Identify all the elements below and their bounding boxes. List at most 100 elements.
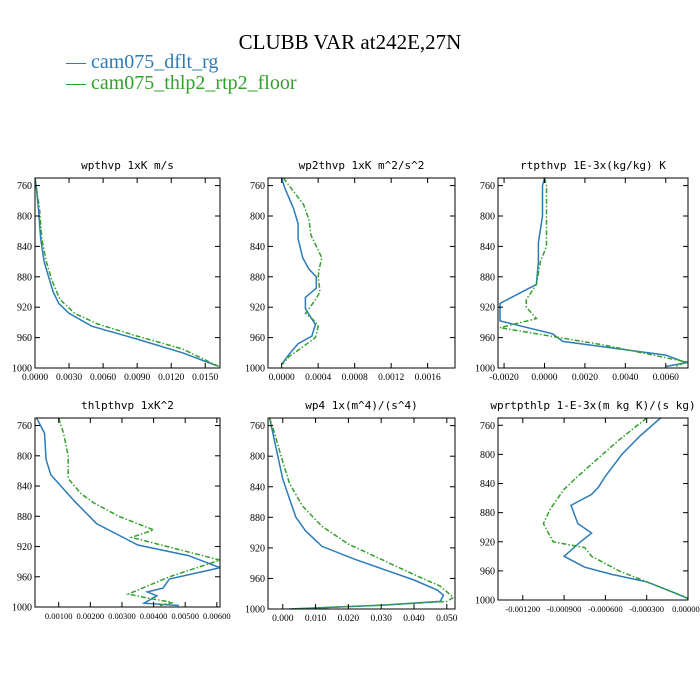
x-tick-label: 0.0150 xyxy=(192,373,218,383)
y-tick-label: 920 xyxy=(17,542,32,553)
y-tick-label: 1000 xyxy=(475,596,495,607)
y-tick-label: 880 xyxy=(250,513,265,524)
y-tick-label: 1000 xyxy=(475,364,495,375)
y-tick-label: 760 xyxy=(250,181,265,192)
x-tick-label: 0.0000 xyxy=(531,373,557,383)
x-tick-label: 0.050 xyxy=(436,614,458,624)
panel-4: thlpthvp 1xK^2 760 800 840 880 920 960 1000 0.00… xyxy=(12,399,231,621)
y-tick-label: 1000 xyxy=(12,603,32,614)
y-tick-label: 920 xyxy=(17,303,32,314)
x-tick-label: 0.00400 xyxy=(140,611,168,621)
y-tick-label: 920 xyxy=(250,303,265,314)
x-tick-label: 0.0000 xyxy=(22,373,48,383)
y-tick-label: 880 xyxy=(17,512,32,523)
y-tick-label: 920 xyxy=(480,537,495,548)
series-line-2 xyxy=(57,418,220,607)
x-tick-label: 0.0020 xyxy=(572,373,598,383)
x-tick-label: 0.0004 xyxy=(305,373,331,383)
y-tick-label: 960 xyxy=(17,572,32,583)
series-line-1 xyxy=(280,178,318,365)
plot-frame xyxy=(497,177,689,369)
y-tick-label: 760 xyxy=(17,181,32,192)
series-line-2 xyxy=(35,178,220,368)
y-tick-label: 840 xyxy=(17,242,32,253)
x-tick-label: 0.00600 xyxy=(203,611,231,621)
y-tick-label: 960 xyxy=(250,333,265,344)
plot-frame xyxy=(267,417,456,610)
x-tick-label: 0.000 xyxy=(272,614,294,624)
y-tick-label: 800 xyxy=(17,212,32,223)
y-tick-label: 840 xyxy=(480,479,495,490)
legend-entry-dflt: — cam075_dflt_rg xyxy=(66,51,219,73)
series-line-2 xyxy=(282,178,323,365)
y-tick-label: 960 xyxy=(480,333,495,344)
y-tick-label: 840 xyxy=(250,242,265,253)
y-tick-label: 760 xyxy=(17,421,32,432)
y-tick-label: 960 xyxy=(480,566,495,577)
y-tick-label: 840 xyxy=(17,482,32,493)
y-tick-label: 800 xyxy=(480,212,495,223)
x-tick-label: 0.00500 xyxy=(171,611,199,621)
x-tick-label: 0.020 xyxy=(338,614,360,624)
y-tick-label: 800 xyxy=(250,212,265,223)
series-line-2 xyxy=(499,178,688,368)
panel-3: rtpthvp 1E-3x(kg/kg) K 760 800 840 880 920 960… xyxy=(475,159,689,383)
panel-1: wpthvp 1xK m/s76080084088092096010000.00… xyxy=(12,159,221,383)
y-tick-label: 920 xyxy=(480,303,495,314)
y-tick-label: 840 xyxy=(480,242,495,253)
x-tick-label: 0.0000 xyxy=(269,373,295,383)
x-tick-label: -0.001200 xyxy=(505,604,540,614)
series-line-1 xyxy=(268,418,445,609)
y-tick-label: 880 xyxy=(17,272,32,283)
x-tick-label: -0.000900 xyxy=(547,604,582,614)
x-tick-label: 0.0120 xyxy=(158,373,184,383)
plot-frame xyxy=(34,177,221,369)
series-line-1 xyxy=(499,178,688,368)
y-tick-label: 760 xyxy=(480,181,495,192)
x-tick-label: 0.0040 xyxy=(612,373,638,383)
figure-title: CLUBB VAR at242E,27N xyxy=(238,30,462,54)
y-tick-label: 960 xyxy=(250,574,265,585)
y-tick-label: 960 xyxy=(17,333,32,344)
series-line-2 xyxy=(542,418,688,600)
panel-5: wp4 1x(m^4)/(s^4) 760 800 840 880 920 960 1000 0… xyxy=(245,399,458,624)
y-tick-label: 760 xyxy=(480,421,495,432)
x-tick-label: 0.00100 xyxy=(45,611,73,621)
x-tick-label: 0.0030 xyxy=(56,373,82,383)
y-tick-label: 840 xyxy=(250,482,265,493)
series-line-1 xyxy=(562,418,688,600)
series-line-1 xyxy=(35,178,217,367)
x-tick-label: -0.000300 xyxy=(629,604,664,614)
panel-title: thlpthvp 1xK^2 xyxy=(81,399,174,412)
panel-title: wp2thvp 1xK m^2/s^2 xyxy=(299,159,425,172)
x-tick-label: -0.0020 xyxy=(489,373,519,383)
y-tick-label: 920 xyxy=(250,543,265,554)
x-tick-label: 0.040 xyxy=(403,614,425,624)
x-tick-label: 0.0012 xyxy=(378,373,404,383)
x-tick-label: -0.000600 xyxy=(588,604,623,614)
x-tick-label: 0.0060 xyxy=(653,373,679,383)
y-tick-label: 760 xyxy=(250,421,265,432)
y-tick-label: 800 xyxy=(17,451,32,462)
x-tick-label: 0.030 xyxy=(370,614,392,624)
x-tick-label: 0.010 xyxy=(305,614,327,624)
panel-title: rtpthvp 1E-3x(kg/kg) K xyxy=(520,159,666,172)
panel-title: wpthvp 1xK m/s xyxy=(81,159,174,172)
panel-2: wp2thvp 1xK m^2/s^2 760 800 840 880 920 960 100… xyxy=(245,159,456,383)
panel-title: wprtpthlp 1-E-3x(m kg K)/(s kg) xyxy=(490,399,695,412)
plot-frame xyxy=(267,177,456,369)
x-tick-label: 0.0016 xyxy=(415,373,441,383)
y-tick-label: 800 xyxy=(250,452,265,463)
x-tick-label: 0.00300 xyxy=(108,611,136,621)
legend: — cam075_dflt_rg — cam075_thlp2_rtp2_flo… xyxy=(66,52,297,94)
series-line-1 xyxy=(35,418,220,607)
x-tick-label: 0.00200 xyxy=(77,611,105,621)
legend-entry-floor: — cam075_thlp2_rtp2_floor xyxy=(66,72,297,94)
y-tick-label: 1000 xyxy=(12,364,32,375)
y-tick-label: 880 xyxy=(250,272,265,283)
x-tick-label: 0.000000 xyxy=(672,604,700,614)
y-tick-label: 880 xyxy=(480,272,495,283)
series-line-2 xyxy=(268,418,455,609)
panel-title: wp4 1x(m^4)/(s^4) xyxy=(305,399,418,412)
